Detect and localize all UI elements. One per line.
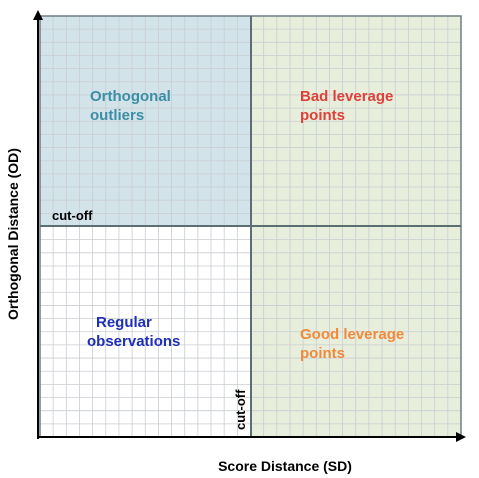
regular-observations-label-line2: observations <box>87 333 180 350</box>
good-leverage-label-line2: points <box>300 345 345 362</box>
vertical-cutoff-label: cut-off <box>233 389 248 430</box>
horizontal-cutoff-label: cut-off <box>52 208 93 223</box>
x-axis-label: Score Distance (SD) <box>218 458 352 474</box>
good-leverage-label-line1: Good leverage <box>300 326 404 343</box>
regular-observations-label-line1: Regular <box>96 314 152 331</box>
orthogonal-outliers-label-line1: Orthogonal <box>90 88 171 105</box>
orthogonal-outliers-label-line2: outliers <box>90 107 144 124</box>
bad-leverage-label-line1: Bad leverage <box>300 88 393 105</box>
y-axis-label: Orthogonal Distance (OD) <box>5 148 21 320</box>
bad-leverage-label-line2: points <box>300 107 345 124</box>
